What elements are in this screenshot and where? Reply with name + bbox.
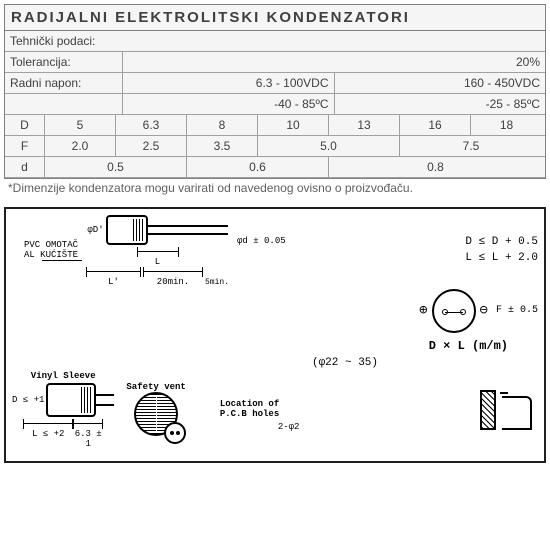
dim-header: D bbox=[5, 115, 45, 135]
dtol2-label: D ≤ +1 bbox=[12, 395, 44, 405]
safety-label: Safety vent bbox=[126, 383, 185, 392]
pcb-hole-circle-icon bbox=[164, 422, 186, 444]
tolerancija-row: Tolerancija: 20% bbox=[5, 52, 545, 73]
plus-icon: ⊕ bbox=[419, 302, 427, 319]
pitch-label: 6.3 ± 1 bbox=[75, 429, 102, 449]
tech-heading: Tehnički podaci: bbox=[5, 31, 545, 51]
lead-side-icon bbox=[502, 396, 532, 430]
footnote: *Dimenzije kondenzatora mogu varirati od… bbox=[4, 179, 546, 205]
napon-label: Radni napon: bbox=[5, 73, 123, 93]
capacitor-body-icon bbox=[106, 215, 148, 245]
minus-icon: ⊖ bbox=[480, 302, 488, 319]
al-label: AL KUĆIŠTE bbox=[12, 250, 78, 260]
vinyl-label: Vinyl Sleeve bbox=[31, 371, 96, 381]
Lp-label: L' bbox=[108, 277, 119, 287]
dim-cell: 6.3 bbox=[116, 115, 187, 135]
pvc-label: PVC OMOTAČ bbox=[12, 240, 78, 250]
DxL-label: D × L (m/m) bbox=[12, 339, 538, 353]
min20-label: 20min. bbox=[157, 277, 189, 287]
tolL-label: L ≤ L + 2.0 bbox=[465, 251, 538, 266]
napon-range2: 160 - 450VDC bbox=[335, 73, 546, 93]
tolerancija-label: Tolerancija: bbox=[5, 52, 123, 72]
dim-cell: 0.8 bbox=[329, 157, 542, 177]
diagram-box: PVC OMOTAČ AL KUĆIŠTE φD' L bbox=[4, 207, 546, 463]
ltol2-label: L ≤ +2 bbox=[32, 429, 64, 439]
dim-cell: 0.5 bbox=[45, 157, 187, 177]
datasheet-container: RADIJALNI ELEKTROLITSKI KONDENZATORI Teh… bbox=[4, 4, 546, 179]
end-view-circle-icon bbox=[432, 289, 476, 333]
dim-row: d0.50.60.8 bbox=[5, 157, 545, 178]
napon-row: Radni napon: 6.3 - 100VDC 160 - 450VDC bbox=[5, 73, 545, 94]
dim-cell: 7.5 bbox=[400, 136, 542, 156]
range-label: (φ22 ~ 35) bbox=[152, 357, 538, 369]
hole-label: 2-φ2 bbox=[278, 422, 300, 432]
dim-cell: 0.6 bbox=[187, 157, 329, 177]
dim-cell: 8 bbox=[187, 115, 258, 135]
temp-label bbox=[5, 94, 123, 114]
diagram-bottom-row: Vinyl Sleeve D ≤ +1 L ≤ +2 6.3 ± 1 bbox=[12, 371, 538, 449]
dim-cell: 13 bbox=[329, 115, 400, 135]
phiD-label: φD' bbox=[87, 225, 103, 235]
tech-heading-row: Tehnički podaci: bbox=[5, 31, 545, 52]
F-label: F ± 0.5 bbox=[496, 305, 538, 316]
dim-header: F bbox=[5, 136, 45, 156]
temp-range1: -40 - 85ºC bbox=[123, 94, 335, 114]
napon-range1: 6.3 - 100VDC bbox=[123, 73, 335, 93]
dim-cell: 10 bbox=[258, 115, 329, 135]
circle-row: ⊕ ⊖ F ± 0.5 bbox=[12, 289, 538, 333]
dimension-table: D56.3810131618F2.02.53.55.07.5d0.50.60.8 bbox=[5, 115, 545, 178]
dim-cell: 3.5 bbox=[187, 136, 258, 156]
dim-cell: 2.0 bbox=[45, 136, 116, 156]
dim-cell: 2.5 bbox=[116, 136, 187, 156]
dim-cell: 5.0 bbox=[258, 136, 400, 156]
dim-row: F2.02.53.55.07.5 bbox=[5, 136, 545, 157]
temp-row: -40 - 85ºC -25 - 85ºC bbox=[5, 94, 545, 115]
tolD-label: D ≤ D + 0.5 bbox=[465, 235, 538, 250]
capacitor-body2-icon bbox=[46, 383, 96, 417]
dim-cell: 5 bbox=[45, 115, 116, 135]
title: RADIJALNI ELEKTROLITSKI KONDENZATORI bbox=[5, 5, 545, 31]
dim-header: d bbox=[5, 157, 45, 177]
L-label: L bbox=[155, 257, 160, 267]
dim-cell: 16 bbox=[400, 115, 471, 135]
dim-cell: 18 bbox=[471, 115, 542, 135]
min5-label: 5min. bbox=[205, 278, 229, 287]
pcb-label: Location of P.C.B holes bbox=[220, 400, 290, 420]
temp-range2: -25 - 85ºC bbox=[335, 94, 546, 114]
diagram-top-row: PVC OMOTAČ AL KUĆIŠTE φD' L bbox=[12, 215, 538, 287]
tolerancija-value: 20% bbox=[123, 52, 545, 72]
lead-front-icon bbox=[480, 390, 496, 430]
dim-row: D56.3810131618 bbox=[5, 115, 545, 136]
phid-label: φd ± 0.05 bbox=[237, 236, 286, 246]
